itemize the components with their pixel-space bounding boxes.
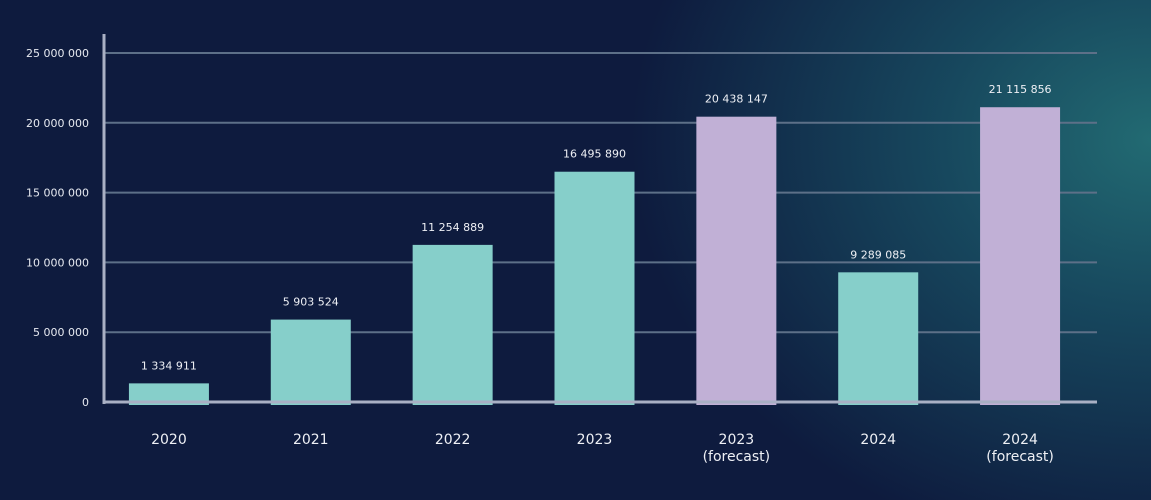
x-tick-label: (forecast) — [703, 449, 771, 465]
bar — [980, 107, 1061, 405]
bar — [412, 244, 493, 405]
data-label: 9 289 085 — [850, 248, 906, 261]
bar — [696, 116, 777, 405]
y-tick-label: 5 000 000 — [33, 326, 89, 339]
x-tick-label: 2022 — [435, 432, 471, 448]
x-tick-label: (forecast) — [986, 449, 1054, 465]
x-tick-label: 2024 — [1002, 432, 1038, 448]
x-tick-label: 2021 — [293, 432, 329, 448]
bar — [270, 319, 351, 405]
x-tick-label: 2020 — [151, 432, 187, 448]
y-tick-label: 15 000 000 — [26, 187, 89, 200]
y-tick-label: 10 000 000 — [26, 256, 89, 269]
bar — [128, 383, 209, 405]
y-tick-label: 0 — [82, 396, 89, 409]
data-label: 11 254 889 — [421, 221, 484, 234]
data-label: 21 115 856 — [989, 83, 1052, 96]
x-tick-label: 2024 — [860, 432, 896, 448]
bar — [838, 272, 919, 405]
x-tick-label: 2023 — [577, 432, 613, 448]
data-label: 16 495 890 — [563, 148, 626, 161]
data-label: 5 903 524 — [283, 296, 339, 309]
y-tick-label: 20 000 000 — [26, 117, 89, 130]
x-tick-label: 2023 — [719, 432, 755, 448]
data-label: 1 334 911 — [141, 359, 197, 372]
y-tick-label: 25 000 000 — [26, 47, 89, 60]
bar — [554, 171, 635, 405]
data-label: 20 438 147 — [705, 93, 768, 106]
